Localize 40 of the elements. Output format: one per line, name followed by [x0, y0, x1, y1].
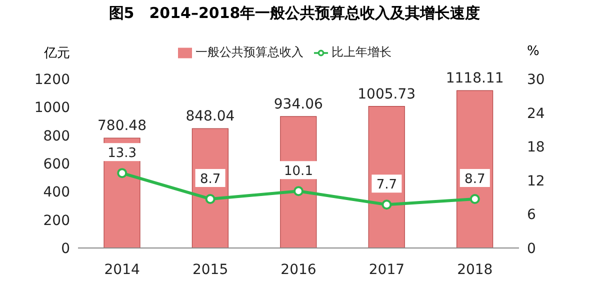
- legend-label: 比上年增长: [332, 45, 392, 59]
- data-label: 7.7: [376, 178, 398, 193]
- y-tick-label: 800: [43, 128, 70, 144]
- y2-axis-title: %: [527, 44, 540, 59]
- point: [117, 168, 128, 178]
- bar: [456, 90, 494, 248]
- x-tick-label: 2017: [368, 262, 405, 278]
- legend-label: 一般公共预算总收入: [196, 45, 304, 59]
- point: [294, 186, 304, 196]
- y-tick-label: 0: [61, 240, 70, 257]
- x-tick-label: 2014: [104, 262, 140, 278]
- y-tick-label: 200: [43, 212, 70, 229]
- data-label: 1005.73: [358, 86, 416, 102]
- data-label: 13.3: [108, 146, 137, 162]
- point: [205, 194, 216, 204]
- y2-tick-label: 30: [527, 72, 545, 88]
- data-label: 780.48: [98, 118, 146, 134]
- data-label: 848.04: [186, 108, 235, 125]
- x-tick-label: 2015: [192, 262, 228, 278]
- y2-tick-label: 6: [527, 207, 536, 224]
- bar: [368, 106, 405, 248]
- x-tick-label: 2018: [457, 262, 493, 278]
- y-tick-label: 400: [43, 184, 70, 201]
- x-tick-label: 2016: [280, 262, 316, 278]
- y-axis-title: 亿元: [44, 45, 70, 62]
- y-tick-label: 1000: [34, 100, 70, 116]
- data-label: 10.1: [284, 164, 313, 180]
- data-label: 934.06: [274, 96, 323, 112]
- y-tick-label: 1200: [34, 72, 70, 88]
- data-label: 1118.11: [446, 70, 504, 87]
- data-label: 8.7: [464, 172, 486, 187]
- point: [382, 200, 392, 210]
- y2-tick-label: 0: [527, 240, 536, 257]
- point: [470, 194, 480, 204]
- chart-title: 图5 2014–2018年一般公共预算总收入及其增长速度: [108, 4, 482, 23]
- y2-tick-label: 24: [527, 106, 545, 122]
- data-label: 8.7: [200, 172, 221, 187]
- y2-tick-label: 12: [527, 173, 545, 190]
- y-tick-label: 600: [43, 156, 70, 172]
- y2-tick-label: 18: [527, 140, 545, 156]
